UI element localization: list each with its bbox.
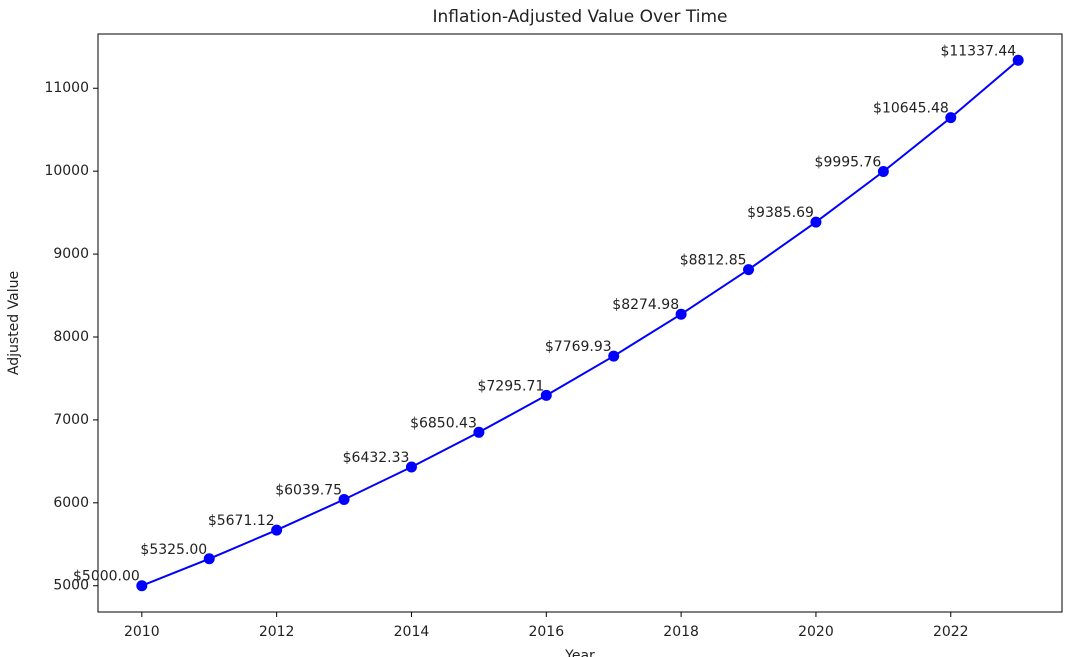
y-tick-label: 11000 [44, 80, 89, 96]
y-tick-label: 8000 [53, 329, 89, 345]
data-label: $7295.71 [477, 378, 544, 394]
data-label: $9995.76 [815, 155, 882, 171]
x-tick-label: 2014 [394, 624, 430, 640]
y-axis-label: Adjusted Value [6, 271, 22, 375]
data-label: $8812.85 [680, 253, 747, 269]
x-tick-label: 2012 [259, 624, 295, 640]
y-tick-label: 6000 [53, 495, 89, 511]
plot-frame [97, 33, 1063, 613]
data-point [1012, 54, 1024, 66]
data-point [945, 112, 957, 124]
x-tick-label: 2020 [798, 624, 834, 640]
data-point [743, 264, 755, 276]
data-label: $5671.12 [208, 513, 275, 529]
data-label: $10645.48 [873, 101, 949, 117]
y-tick-label: 9000 [53, 246, 89, 262]
data-label: $11337.44 [940, 43, 1016, 59]
data-label: $5000.00 [73, 569, 140, 585]
data-point [877, 166, 889, 178]
data-line [141, 59, 1019, 587]
x-tick-label: 2010 [124, 624, 160, 640]
y-tick-label: 7000 [53, 412, 89, 428]
data-label: $6039.75 [275, 483, 342, 499]
data-label: $7769.93 [545, 339, 612, 355]
chart-title: Inflation-Adjusted Value Over Time [432, 7, 727, 27]
data-point [608, 350, 620, 362]
data-label: $5325.00 [140, 542, 207, 558]
data-point [136, 580, 148, 592]
x-tick-label: 2018 [663, 624, 699, 640]
data-point [675, 308, 687, 320]
data-point [540, 389, 552, 401]
data-label: $6432.33 [343, 450, 410, 466]
data-point [203, 553, 215, 565]
y-tick-label: 5000 [53, 578, 89, 594]
data-label: $8274.98 [612, 297, 679, 313]
data-label: $9385.69 [747, 205, 814, 221]
x-tick-label: 2016 [528, 624, 564, 640]
data-label: $6850.43 [410, 415, 477, 431]
data-point [405, 461, 417, 473]
data-point [473, 426, 485, 438]
data-point [810, 216, 822, 228]
y-tick-label: 10000 [44, 163, 89, 179]
data-point [271, 524, 283, 536]
x-axis-label: Year [564, 648, 595, 657]
data-point [338, 494, 350, 506]
x-tick-label: 2022 [933, 624, 969, 640]
